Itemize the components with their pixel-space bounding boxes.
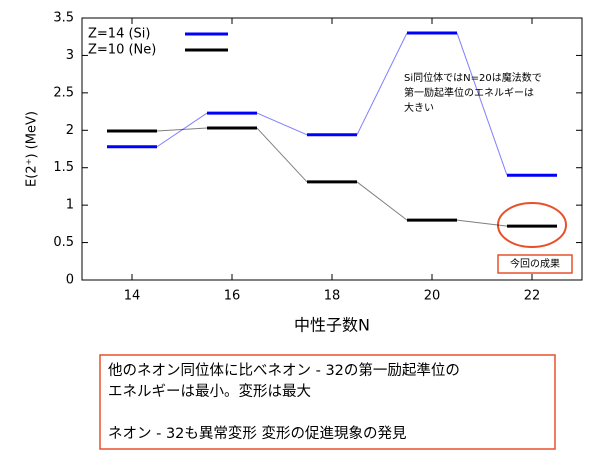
- x-axis-label: 中性子数N: [294, 316, 370, 335]
- summary-text: 他のネオン同位体に比べネオン - 32の第一励起準位の: [108, 361, 460, 379]
- x-tick-label: 20: [424, 289, 441, 304]
- annotation: 大きい: [404, 101, 434, 114]
- summary-text: ネオン - 32も異常変形 変形の促進現象の発見: [108, 425, 407, 442]
- connector: [456, 219, 508, 227]
- y-tick-label: 0: [66, 273, 74, 288]
- connector: [356, 32, 408, 135]
- summary-box: [99, 354, 556, 450]
- connector: [256, 127, 308, 183]
- y-tick-label: 1: [66, 198, 74, 213]
- highlight-label: 今回の成果: [510, 257, 560, 270]
- y-tick-label: 0.5: [53, 235, 74, 250]
- summary-text: エネルギーは最小。変形は最大: [108, 383, 311, 400]
- y-tick-label: 3.5: [53, 11, 74, 26]
- annotation: Si同位体ではN=20は魔法数で: [404, 71, 542, 84]
- x-tick-label: 14: [124, 289, 141, 304]
- y-tick-label: 2: [66, 123, 74, 138]
- x-tick-label: 18: [324, 289, 341, 304]
- connector: [156, 127, 208, 132]
- legend-label: Z=10 (Ne): [88, 43, 156, 58]
- connector: [256, 112, 308, 136]
- y-axis-label: E(2⁺) (MeV): [25, 111, 40, 187]
- connector: [456, 32, 508, 176]
- y-tick-label: 1.5: [53, 160, 74, 175]
- connector: [356, 181, 408, 221]
- x-tick-label: 22: [524, 289, 541, 304]
- y-tick-label: 2.5: [53, 85, 74, 100]
- legend-label: Z=14 (Si): [88, 27, 150, 42]
- y-tick-label: 3: [66, 48, 74, 63]
- highlight-box: [497, 254, 573, 274]
- x-tick-label: 16: [224, 289, 241, 304]
- annotation: 第一励起準位のエネルギーは: [404, 86, 534, 99]
